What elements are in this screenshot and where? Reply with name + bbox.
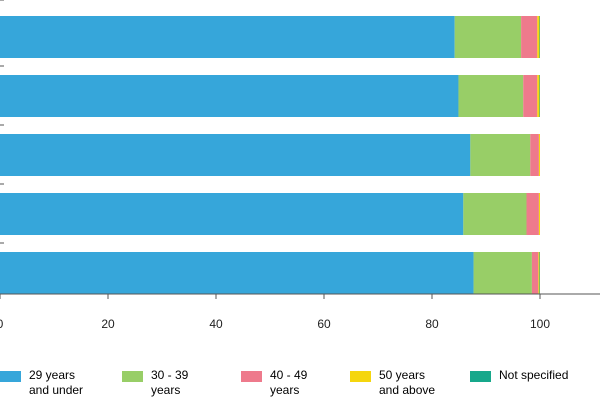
bar-segment-3-series-2 xyxy=(470,134,531,176)
x-tick-label: 20 xyxy=(101,317,115,331)
legend-item: Not specified xyxy=(470,368,568,383)
legend-item: 29 years and under xyxy=(0,368,83,398)
x-tick-label: 0 xyxy=(0,317,4,331)
legend-swatch xyxy=(122,371,143,382)
legend-item: 40 - 49 years xyxy=(241,368,307,398)
bar-segment-5-series-4 xyxy=(538,252,540,294)
bar-segment-5-series-2 xyxy=(473,252,532,294)
bar-segment-1-series-1 xyxy=(0,16,455,58)
legend-item: 30 - 39 years xyxy=(122,368,188,398)
legend-swatch xyxy=(350,371,371,382)
bar-segment-4-series-4 xyxy=(538,193,540,235)
bar-segment-3-series-1 xyxy=(0,134,471,176)
x-tick-label: 40 xyxy=(209,317,223,331)
legend-swatch xyxy=(470,371,491,382)
bars-layer xyxy=(0,0,540,295)
legend-label: 50 years and above xyxy=(379,368,436,397)
bar-segment-2-series-5 xyxy=(539,75,540,117)
bar-segment-1-series-5 xyxy=(539,16,540,58)
legend-swatch xyxy=(0,371,21,382)
legend-label: Not specified xyxy=(499,368,569,382)
bar-segment-1-series-2 xyxy=(454,16,522,58)
x-tick-label: 60 xyxy=(317,317,331,331)
x-axis-ticks: 0 20 40 60 80 100 xyxy=(0,294,550,331)
legend-swatch xyxy=(241,371,262,382)
bar-segment-1-series-4 xyxy=(537,16,540,58)
bar-segment-4-series-2 xyxy=(463,193,527,235)
legend-item: 50 years and above xyxy=(350,368,435,398)
x-tick-label: 80 xyxy=(425,317,439,331)
bar-segment-3-series-3 xyxy=(530,134,539,176)
bar-segment-5-series-3 xyxy=(531,252,539,294)
bar-segment-5-series-5 xyxy=(539,252,540,294)
bar-segment-3-series-4 xyxy=(538,134,540,176)
bar-segment-2-series-1 xyxy=(0,75,459,117)
legend-label: 40 - 49 years xyxy=(270,368,308,397)
legend-label: 29 years and under xyxy=(29,368,84,397)
bar-segment-2-series-2 xyxy=(458,75,524,117)
bar-segment-2-series-3 xyxy=(523,75,538,117)
bar-segment-1-series-3 xyxy=(521,16,538,58)
legend-label: 30 - 39 years xyxy=(151,368,189,397)
bar-segment-4-series-1 xyxy=(0,193,464,235)
bar-segment-2-series-4 xyxy=(537,75,540,117)
x-tick-label: 100 xyxy=(530,317,550,331)
chart-legend: 29 years and under 30 - 39 years 40 - 49 y… xyxy=(0,368,600,400)
bar-segment-5-series-1 xyxy=(0,252,474,294)
bar-segment-4-series-3 xyxy=(526,193,539,235)
